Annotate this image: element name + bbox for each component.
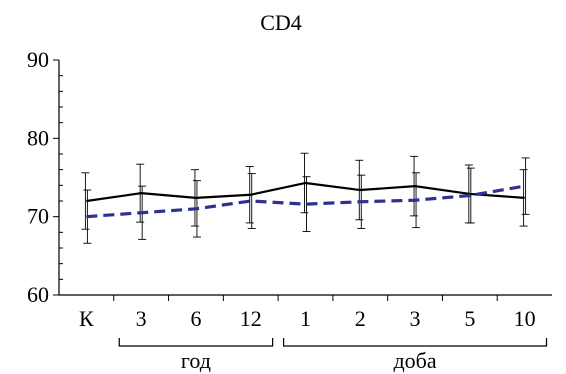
x-tick-label: 5 [464, 306, 475, 331]
x-tick-label: 10 [514, 306, 536, 331]
group-bracket [118, 338, 274, 347]
category-groups: год доба [118, 338, 548, 373]
series-line [86, 184, 525, 219]
x-tick-label: 2 [355, 306, 366, 331]
y-tick-label: 90 [27, 47, 49, 72]
chart-title: CD4 [260, 10, 302, 35]
x-tick-label: К [79, 306, 94, 331]
group-label: год [181, 348, 211, 373]
x-tick-label: 3 [136, 306, 147, 331]
group-bracket [282, 338, 548, 347]
series-0 [81, 152, 528, 230]
axes [58, 60, 552, 296]
y-tick-label: 60 [27, 282, 49, 307]
series-1 [83, 157, 530, 244]
series-layer [81, 152, 530, 244]
y-axis-ticks: 60 70 80 90 [27, 47, 63, 307]
series-line [86, 181, 525, 203]
x-axis-ticks: К 3 6 12 1 2 3 5 10 [79, 295, 536, 331]
y-tick-label: 80 [27, 125, 49, 150]
x-tick-label: 12 [240, 306, 262, 331]
x-tick-label: 3 [410, 306, 421, 331]
y-tick-label: 70 [27, 204, 49, 229]
x-tick-label: 6 [190, 306, 201, 331]
x-tick-label: 1 [300, 306, 311, 331]
group-label: доба [393, 348, 436, 373]
